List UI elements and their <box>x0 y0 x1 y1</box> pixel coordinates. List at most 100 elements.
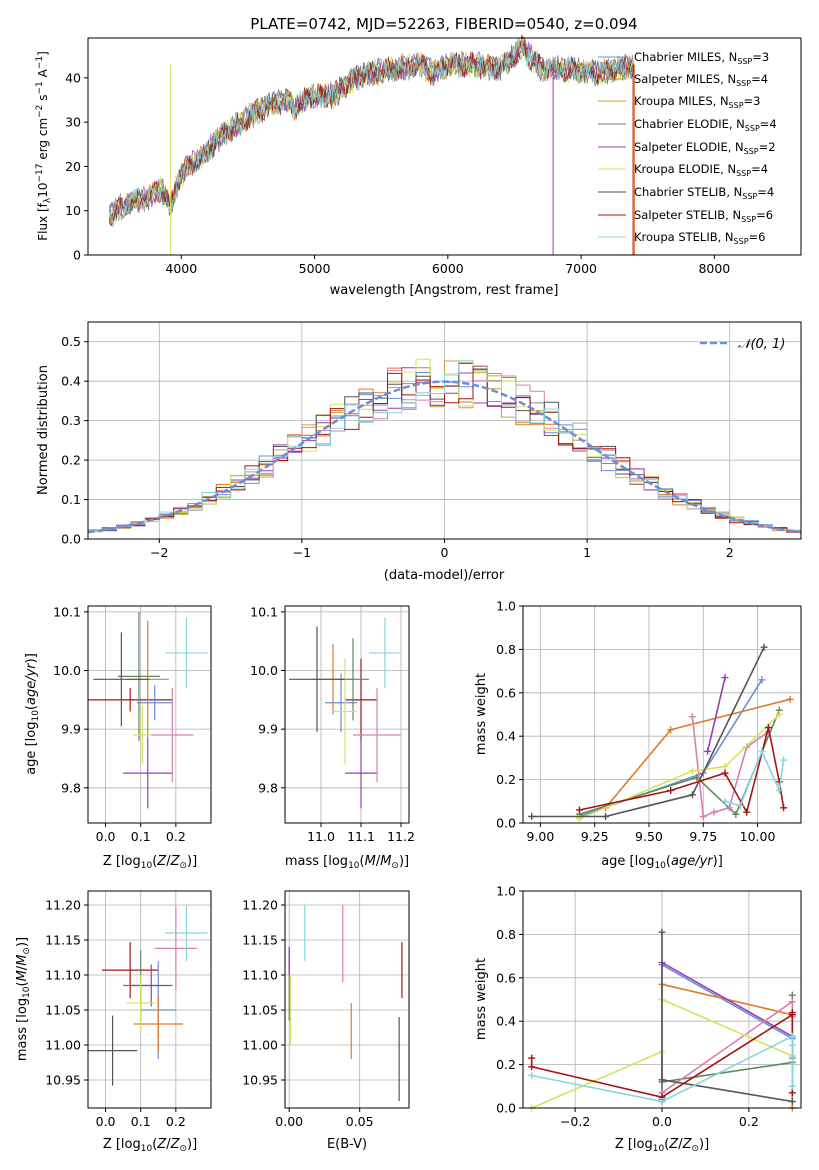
y-tick-label: 11.10 <box>45 968 81 983</box>
svg-text:Chabrier ELODIE, NSSP=4: Chabrier ELODIE, NSSP=4 <box>634 117 777 133</box>
y-tick-label: 0.4 <box>496 1014 516 1029</box>
svg-text:Salpeter ELODIE, NSSP=2: Salpeter ELODIE, NSSP=2 <box>634 140 776 156</box>
spectrum-xlabel: wavelength [Angstrom, rest frame] <box>330 283 559 298</box>
weight-series-line <box>706 677 726 752</box>
residual-histogram <box>88 365 801 533</box>
weight-point-marker <box>528 1071 536 1079</box>
age-weight-xlabel: age [log10(age/yr)] <box>601 854 723 871</box>
x-tick-label: 0 <box>441 545 449 560</box>
residuals-plot-area: −2 −1 0 1 2 0.0 0.1 0.2 0.3 0.4 0.5 <box>61 322 802 560</box>
y-tick-label: 10.0 <box>250 663 278 678</box>
y-tick-label: 0.2 <box>61 453 81 468</box>
spectrum-ylabel: Flux [fλ10−17 erg cm−2 s−1 A−1] <box>35 51 53 241</box>
weight-point-marker <box>788 991 796 999</box>
weight-point-marker <box>575 806 583 814</box>
y-tick-label: 10.1 <box>250 604 278 619</box>
residuals-axes-frame <box>87 321 802 540</box>
z-mass-panel: 0.0 0.1 0.210.9511.0011.0511.1011.1511.20 … <box>15 890 212 1154</box>
z-age-panel: 0.0 0.1 0.29.89.910.010.1 Z [log10(Z/Z⊙)] … <box>24 604 212 871</box>
y-tick-label: 0.0 <box>496 1101 516 1116</box>
weight-point-marker <box>780 756 788 764</box>
legend-entry: Kroupa STELIB, NSSP=6 <box>598 230 765 246</box>
y-tick-label: 10.1 <box>53 604 81 619</box>
y-tick-label: 0.5 <box>61 334 81 349</box>
age-weight-ylabel: mass weight <box>474 673 489 755</box>
weight-point-marker <box>743 808 751 816</box>
z-weight-xlabel: Z [log10(Z/Z⊙)] <box>615 1137 709 1154</box>
z-age-ylabel: age [log10(age/yr)] <box>24 653 41 775</box>
weight-point-marker <box>528 1063 536 1071</box>
y-tick-label: 9.9 <box>61 722 81 737</box>
y-tick-label: 11.00 <box>45 1038 81 1053</box>
x-tick-label: 1 <box>583 545 591 560</box>
y-tick-label: 9.8 <box>61 780 81 795</box>
z-mass-ylabel: mass [log10(M/M⊙)] <box>15 937 32 1061</box>
x-tick-label: 0.2 <box>166 829 186 844</box>
x-tick-label: 0.0 <box>96 1114 116 1129</box>
svg-text:Salpeter STELIB, NSSP=6: Salpeter STELIB, NSSP=6 <box>634 208 773 224</box>
z-age-axes-frame <box>87 605 212 824</box>
z-age-xlabel: Z [log10(Z/Z⊙)] <box>103 854 197 871</box>
weight-series-line <box>691 716 769 818</box>
x-tick-label: 11.1 <box>347 829 375 844</box>
weight-point-marker <box>658 1076 666 1084</box>
residuals-ylabel: Normed distribution <box>36 365 51 495</box>
legend-entry: Salpeter ELODIE, NSSP=2 <box>598 140 776 156</box>
y-tick-label: 11.15 <box>242 933 278 948</box>
weight-point-marker <box>658 928 666 936</box>
x-tick-label: 11.0 <box>307 829 335 844</box>
weight-point-marker <box>602 812 610 820</box>
y-tick-label: 0.2 <box>496 772 516 787</box>
legend-normal-label: 𝒩(0, 1) <box>738 337 785 352</box>
figure-title: PLATE=0742, MJD=52263, FIBERID=0540, z=0… <box>250 15 637 33</box>
x-tick-label: −0.2 <box>560 1114 590 1129</box>
weight-series-line <box>579 713 780 820</box>
residuals-xlabel: (data-model)/error <box>384 568 505 583</box>
weight-point-marker <box>758 747 766 755</box>
normal-reference-curve <box>87 380 802 534</box>
weight-point-marker <box>688 713 696 721</box>
weight-point-marker <box>764 724 772 732</box>
weight-point-marker <box>528 812 536 820</box>
ebv-mass-xlabel: E(B-V) <box>327 1137 367 1152</box>
y-tick-label: 11.10 <box>242 968 278 983</box>
y-tick-label: 40 <box>65 70 81 85</box>
y-tick-label: 30 <box>65 115 81 130</box>
x-tick-label: 0.0 <box>652 1114 672 1129</box>
y-tick-label: 0.8 <box>496 642 516 657</box>
legend-entry: Kroupa ELODIE, NSSP=4 <box>598 162 768 178</box>
residuals-panel: −2 −1 0 1 2 0.0 0.1 0.2 0.3 0.4 0.5 (data-model)/e… <box>36 321 802 583</box>
y-tick-label: 0.6 <box>496 685 516 700</box>
x-tick-label: 8000 <box>698 261 730 276</box>
weight-point-marker <box>688 767 696 775</box>
legend-entry: Chabrier MILES, NSSP=3 <box>598 50 769 66</box>
weight-point-marker <box>736 802 744 810</box>
weight-point-marker <box>775 786 783 794</box>
y-tick-label: 11.20 <box>242 898 278 913</box>
legend-entry: Chabrier ELODIE, NSSP=4 <box>598 117 777 133</box>
y-tick-label: 11.00 <box>242 1038 278 1053</box>
ebv-mass-panel: 0.00 0.05 10.95 11.00 11.05 11.10 11.15 11.20 E… <box>242 890 410 1152</box>
weight-point-marker <box>699 812 707 820</box>
residual-histogram <box>88 360 801 532</box>
spectrum-axes-frame <box>87 37 802 256</box>
weight-point-marker <box>721 674 729 682</box>
x-tick-label: 5000 <box>299 261 331 276</box>
x-tick-label: 0.2 <box>166 1114 186 1129</box>
weight-point-marker <box>667 726 675 734</box>
weight-point-marker <box>788 1032 796 1040</box>
spectrum-legend: Chabrier MILES, NSSP=3 Salpeter MILES, N… <box>598 50 777 246</box>
x-tick-label: 4000 <box>165 261 197 276</box>
y-tick-label: 1.0 <box>496 884 516 899</box>
weight-point-marker <box>721 769 729 777</box>
y-tick-label: 10.0 <box>53 663 81 678</box>
weight-point-marker <box>710 808 718 816</box>
y-tick-label: 20 <box>65 159 81 174</box>
x-tick-label: 0.1 <box>131 829 151 844</box>
x-tick-label: 0.05 <box>346 1114 374 1129</box>
x-tick-label: 6000 <box>432 261 464 276</box>
weight-point-marker <box>788 1097 796 1105</box>
weight-point-marker <box>721 797 729 805</box>
mass-age-xlabel: mass [log10(M/M⊙)] <box>285 854 409 871</box>
